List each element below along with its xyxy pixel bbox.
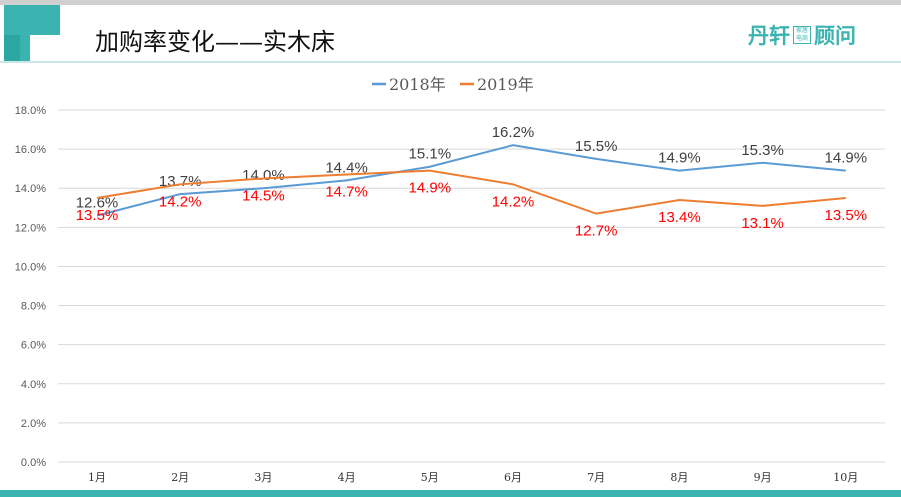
y-tick-label: 8.0% [21,301,46,313]
logo-text: 顾问 [814,25,856,48]
x-tick-label: 5月 [421,471,439,484]
data-label: 14.9% [825,150,868,167]
data-label: 14.7% [325,184,368,201]
data-label: 14.5% [242,187,285,204]
logo-box: 家居 电商 [793,26,811,44]
x-tick-label: 4月 [338,471,356,484]
bottom-bar [0,490,901,497]
legend-label: 2018年 [389,75,446,94]
y-tick-label: 6.0% [21,340,46,352]
y-tick-label: 14.0% [15,183,46,195]
y-tick-label: 18.0% [15,105,46,117]
x-tick-label: 10月 [833,471,858,484]
x-tick-label: 1月 [88,471,106,484]
legend-label: 2019年 [477,75,534,94]
data-label: 14.2% [492,193,535,210]
x-tick-label: 3月 [254,471,272,484]
series-line-2018年 [96,144,846,217]
y-tick-label: 16.0% [15,144,46,156]
decor-block [4,35,20,62]
logo: 丹轩 家居 电商 顾问 [748,20,856,50]
logo-text: 丹轩 [748,25,790,48]
x-tick-label: 7月 [587,471,605,484]
data-label: 14.2% [159,193,202,210]
x-tick-label: 6月 [504,471,522,484]
x-tick-label: 2月 [171,471,189,484]
data-label: 12.6% [76,195,119,212]
y-tick-label: 10.0% [15,261,46,273]
y-tick-label: 4.0% [21,379,46,391]
page-title: 加购率变化——实木床 [95,28,335,56]
header-divider [0,61,901,63]
data-label: 15.3% [741,142,784,159]
data-label: 15.5% [575,138,618,155]
x-tick-label: 9月 [754,471,772,484]
top-border [0,0,901,5]
data-label: 12.7% [575,223,618,240]
data-label: 14.0% [242,167,285,184]
data-label: 13.5% [76,207,119,224]
y-tick-label: 2.0% [21,418,46,430]
data-label: 16.2% [492,124,535,141]
series-line-2019年 [96,169,846,215]
data-label: 15.1% [409,146,452,163]
data-label: 13.5% [825,207,868,224]
data-label: 14.9% [409,180,452,197]
y-tick-label: 12.0% [15,222,46,234]
data-label: 14.4% [325,159,368,176]
data-label: 13.1% [741,215,784,232]
data-label: 14.9% [658,150,701,167]
x-tick-label: 8月 [670,471,688,484]
y-tick-label: 0.0% [21,457,46,469]
decor-block [4,5,60,35]
data-label: 13.4% [658,209,701,226]
